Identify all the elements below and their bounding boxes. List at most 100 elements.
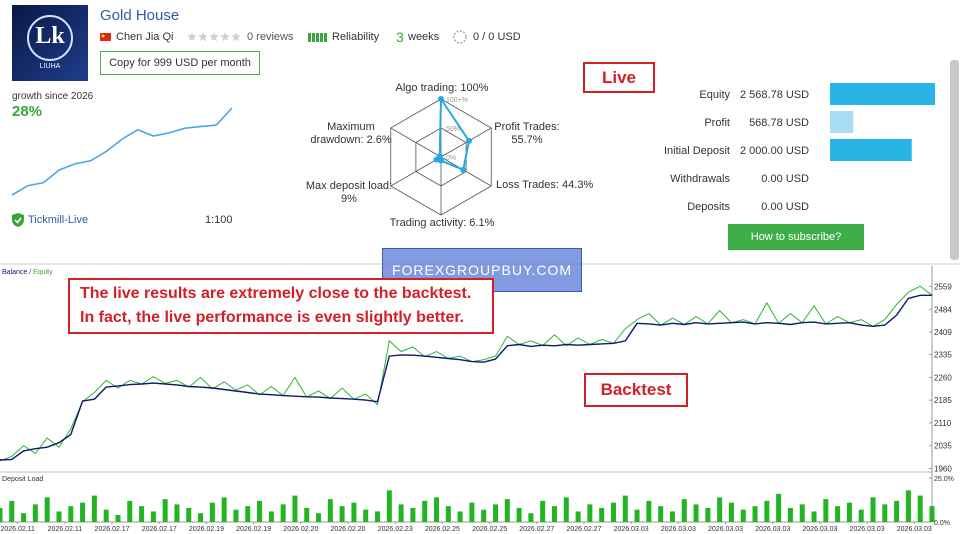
radar-tick-label: 100+% — [446, 97, 468, 104]
x-tick-label: 2026.02.27 — [519, 526, 554, 533]
bar — [894, 500, 900, 522]
bar — [540, 500, 546, 522]
series-line — [0, 294, 932, 461]
bar — [68, 506, 74, 522]
stars — [187, 32, 241, 41]
x-tick-label: 2026.02.17 — [142, 526, 177, 533]
bar — [56, 511, 62, 522]
bar — [327, 499, 333, 522]
bar — [492, 504, 498, 522]
y-tick-label: 2484 — [934, 305, 952, 314]
backtest-annotation: Backtest — [584, 373, 688, 407]
x-tick-label: 2026.02.20 — [283, 526, 318, 533]
stat-value: 0.00 USD — [761, 201, 809, 213]
bar — [127, 500, 133, 522]
radar-label: Loss Trades: 44.3% — [496, 179, 594, 191]
y-tick-label: 2409 — [934, 328, 952, 337]
bar — [646, 500, 652, 522]
reviews[interactable]: 0 reviews — [247, 31, 294, 43]
radar-point — [438, 96, 444, 102]
bar — [776, 493, 782, 522]
radar-label: Maximum drawdown: 2.6% — [310, 121, 392, 146]
radar-point — [436, 153, 443, 160]
bar — [717, 497, 723, 522]
x-tick-label: 2026.03.03 — [755, 526, 790, 533]
copy-button[interactable]: Copy for 999 USD per month — [100, 51, 260, 75]
bar — [209, 502, 215, 522]
bar — [693, 504, 699, 522]
stat-label: Deposits — [687, 201, 730, 213]
flag — [100, 33, 111, 41]
bar — [882, 504, 888, 522]
growth-value: 28% — [12, 103, 43, 120]
x-tick-label: 2026.02.19 — [189, 526, 224, 533]
x-tick-label: 2026.02.19 — [236, 526, 271, 533]
x-tick-label: 2026.03.03 — [614, 526, 649, 533]
stat-label: Initial Deposit — [663, 145, 730, 157]
x-tick-label: 2026.02.25 — [425, 526, 460, 533]
bar — [280, 504, 286, 522]
bar — [32, 504, 38, 522]
bar — [386, 490, 392, 522]
weeks-count: 3 — [396, 29, 404, 45]
bar — [115, 514, 121, 522]
note-annotation: The live results are extremely close to … — [68, 278, 494, 334]
bar — [457, 511, 463, 522]
watermark: FOREXGROUPBUY.COM — [382, 248, 582, 292]
bar — [917, 495, 923, 522]
weeks-unit: weeks — [408, 31, 440, 43]
bar — [339, 506, 345, 522]
bar — [835, 506, 841, 522]
bar — [422, 500, 428, 522]
legend: Balance / Equity — [2, 269, 53, 276]
bar — [44, 497, 50, 522]
bar — [504, 499, 510, 522]
bar — [787, 507, 793, 522]
bar — [233, 509, 239, 522]
y-tick-label: 2260 — [934, 373, 952, 382]
signal-title[interactable]: Gold House — [100, 7, 180, 24]
stat-label: Withdrawals — [670, 173, 730, 185]
bar — [705, 507, 711, 522]
radar-point — [460, 166, 467, 173]
bar — [669, 511, 675, 522]
bar — [103, 509, 109, 522]
subscribe-button[interactable]: How to subscribe? — [728, 224, 864, 250]
x-tick-label: 2026.02.11 — [0, 526, 35, 533]
bar — [9, 500, 15, 522]
radar-ring — [390, 98, 492, 216]
series-line — [0, 285, 933, 462]
panel-title: Deposit Load — [2, 476, 44, 483]
radar-tick-label: 50% — [446, 126, 460, 133]
broker[interactable]: Tickmill-Live — [28, 214, 89, 226]
y-tick-label: 0.0% — [934, 520, 950, 527]
bar — [174, 504, 180, 522]
growth-line — [11, 107, 233, 196]
radar-label: Trading activity: 6.1% — [389, 217, 495, 229]
x-tick-label: 2026.02.11 — [48, 526, 83, 533]
bar — [728, 502, 734, 522]
logo-mark: Lk — [35, 23, 65, 49]
bar — [740, 509, 746, 522]
bar — [292, 495, 298, 522]
bar — [528, 513, 534, 522]
star-icon — [231, 32, 241, 41]
shield-check — [14, 217, 22, 224]
live-annotation: Live — [583, 62, 655, 93]
x-tick-label: 2026.02.25 — [472, 526, 507, 533]
bar — [858, 509, 864, 522]
scrollbar[interactable] — [950, 60, 959, 260]
bar — [634, 509, 640, 522]
y-tick-label: 2110 — [934, 419, 952, 428]
bar — [516, 507, 522, 522]
bar — [445, 506, 451, 522]
stat-bar — [830, 111, 854, 133]
logo — [12, 5, 88, 81]
star-icon — [220, 32, 230, 41]
author[interactable]: Chen Jia Qi — [116, 31, 174, 43]
bar — [811, 511, 817, 522]
bar — [0, 507, 3, 522]
bar — [186, 507, 192, 522]
